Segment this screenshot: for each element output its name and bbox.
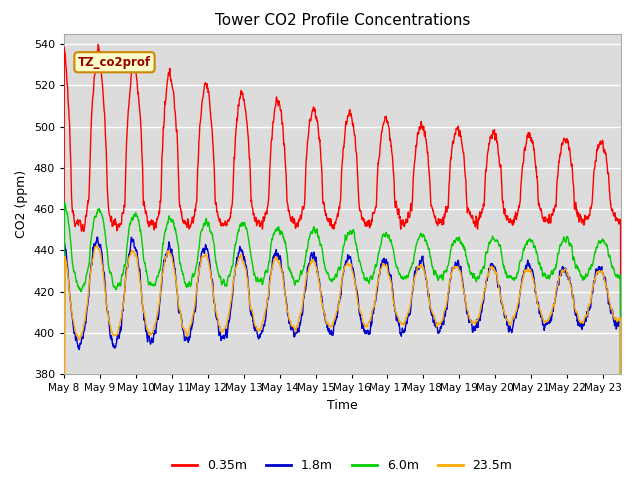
Y-axis label: CO2 (ppm): CO2 (ppm) (15, 170, 28, 238)
Title: Tower CO2 Profile Concentrations: Tower CO2 Profile Concentrations (214, 13, 470, 28)
X-axis label: Time: Time (327, 399, 358, 412)
Text: TZ_co2prof: TZ_co2prof (78, 56, 151, 69)
Legend: 0.35m, 1.8m, 6.0m, 23.5m: 0.35m, 1.8m, 6.0m, 23.5m (167, 454, 518, 477)
